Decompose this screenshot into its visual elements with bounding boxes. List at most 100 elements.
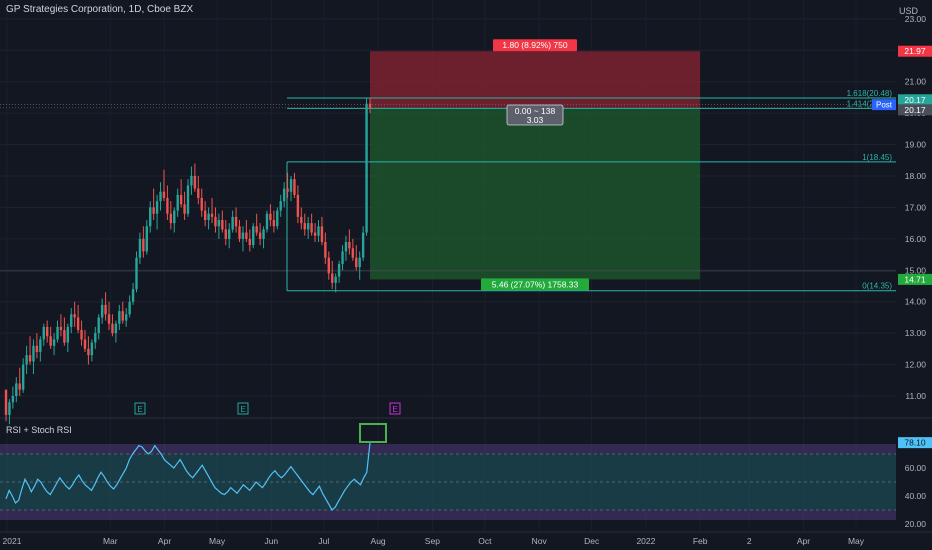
time-axis-tick: Nov bbox=[532, 536, 548, 546]
time-axis-tick: Mar bbox=[103, 536, 118, 546]
position-center-box bbox=[506, 104, 564, 126]
candle-body bbox=[272, 220, 276, 227]
time-axis-tick: Sep bbox=[425, 536, 440, 546]
candle-body bbox=[348, 242, 351, 249]
fib-level-label: 1.618(20.48) bbox=[847, 89, 893, 98]
candle-body bbox=[255, 226, 258, 233]
candle-body bbox=[248, 238, 252, 246]
candle-body bbox=[258, 232, 262, 239]
candle-body bbox=[135, 257, 138, 290]
candle-body bbox=[228, 229, 231, 239]
candle-body bbox=[32, 345, 35, 362]
candle-body bbox=[207, 213, 210, 220]
price-axis-tick: 23.00 bbox=[905, 14, 927, 24]
candle-body bbox=[176, 194, 179, 211]
stop-loss-zone bbox=[370, 51, 700, 108]
fib-level-label: 1(18.45) bbox=[862, 153, 892, 162]
position-center-label: 0.00 ~ 138 bbox=[515, 106, 556, 116]
rsi-axis-tick: 20.00 bbox=[905, 519, 927, 529]
candle-body bbox=[265, 213, 269, 230]
candle-body bbox=[293, 179, 296, 195]
candle-body bbox=[327, 257, 330, 274]
candle-body bbox=[331, 273, 334, 283]
candle-body bbox=[142, 238, 145, 252]
time-axis-tick: Jul bbox=[318, 536, 329, 546]
candle-body bbox=[313, 232, 317, 236]
price-axis-tick: 14.00 bbox=[905, 297, 927, 307]
candle-body bbox=[317, 226, 320, 236]
price-axis-tick: 11.00 bbox=[905, 391, 926, 401]
candle-body bbox=[111, 323, 114, 334]
candle-body bbox=[121, 311, 124, 321]
candle-body bbox=[252, 226, 255, 246]
candle-body bbox=[59, 326, 63, 330]
candle-body bbox=[63, 330, 66, 343]
price-axis-tick: 15.00 bbox=[905, 265, 927, 275]
time-axis-tick: 2022 bbox=[636, 536, 655, 546]
candle-body bbox=[344, 242, 348, 252]
candle-body bbox=[166, 198, 169, 214]
take-profit-zone bbox=[370, 107, 700, 280]
candle-body bbox=[114, 323, 118, 334]
candle-body bbox=[337, 264, 341, 277]
price-tag: 21.97 bbox=[904, 46, 926, 56]
currency-label: USD bbox=[898, 6, 918, 16]
candle-body bbox=[11, 396, 15, 403]
candle-body bbox=[28, 355, 32, 362]
candle-body bbox=[179, 194, 183, 205]
time-axis-tick: Oct bbox=[478, 536, 492, 546]
candle-body bbox=[210, 213, 214, 217]
price-axis-tick: 12.00 bbox=[905, 360, 927, 370]
price-axis-tick: 19.00 bbox=[905, 140, 927, 150]
candle-body bbox=[300, 216, 303, 224]
price-axis-tick: 21.00 bbox=[905, 77, 927, 87]
candle-body bbox=[131, 289, 135, 302]
rsi-lower-band bbox=[0, 510, 896, 520]
candle-body bbox=[162, 191, 166, 198]
candle-body bbox=[341, 251, 344, 264]
rsi-upper-band bbox=[0, 444, 896, 454]
candle-body bbox=[368, 103, 372, 108]
time-axis-tick: Dec bbox=[584, 536, 600, 546]
candle-body bbox=[124, 314, 128, 321]
candle-body bbox=[25, 355, 28, 365]
candle-body bbox=[15, 383, 18, 396]
candle-body bbox=[42, 326, 45, 340]
price-tag: 14.71 bbox=[904, 274, 926, 284]
candle-body bbox=[238, 226, 241, 239]
candle-body bbox=[262, 229, 265, 239]
rsi-highlight-box bbox=[359, 423, 387, 443]
candle-body bbox=[231, 216, 234, 230]
take-profit-label: 5.46 (27.07%) 1758.33 bbox=[492, 279, 579, 289]
candle-body bbox=[80, 330, 83, 340]
candle-body bbox=[90, 342, 94, 356]
candle-body bbox=[138, 238, 142, 258]
candle-body bbox=[169, 213, 173, 224]
candle-body bbox=[361, 232, 365, 258]
post-tag: Post bbox=[876, 101, 893, 110]
candle-body bbox=[107, 314, 111, 324]
time-axis-tick: Feb bbox=[693, 536, 708, 546]
post-tag-bg bbox=[872, 99, 896, 111]
price-axis-tick: 13.00 bbox=[905, 328, 927, 338]
fib-level-label: 0(14.35) bbox=[862, 282, 892, 291]
candle-body bbox=[97, 317, 100, 334]
candle-body bbox=[324, 242, 327, 258]
candle-body bbox=[52, 339, 56, 346]
candle-body bbox=[70, 314, 73, 327]
stop-loss-label-bg bbox=[493, 39, 577, 52]
time-axis-tick: Apr bbox=[797, 536, 810, 546]
candle-body bbox=[217, 220, 221, 227]
time-axis-tick: May bbox=[848, 536, 865, 546]
rsi-value-tag-bg bbox=[898, 437, 932, 449]
candle-body bbox=[183, 204, 186, 214]
price-tag-bg bbox=[898, 94, 932, 106]
candle-body bbox=[118, 311, 121, 324]
rsi-title: RSI + Stoch RSI bbox=[6, 425, 72, 435]
candle-body bbox=[18, 383, 21, 390]
candle-body bbox=[8, 402, 11, 415]
candle-body bbox=[4, 389, 8, 415]
candle-body bbox=[303, 223, 306, 230]
